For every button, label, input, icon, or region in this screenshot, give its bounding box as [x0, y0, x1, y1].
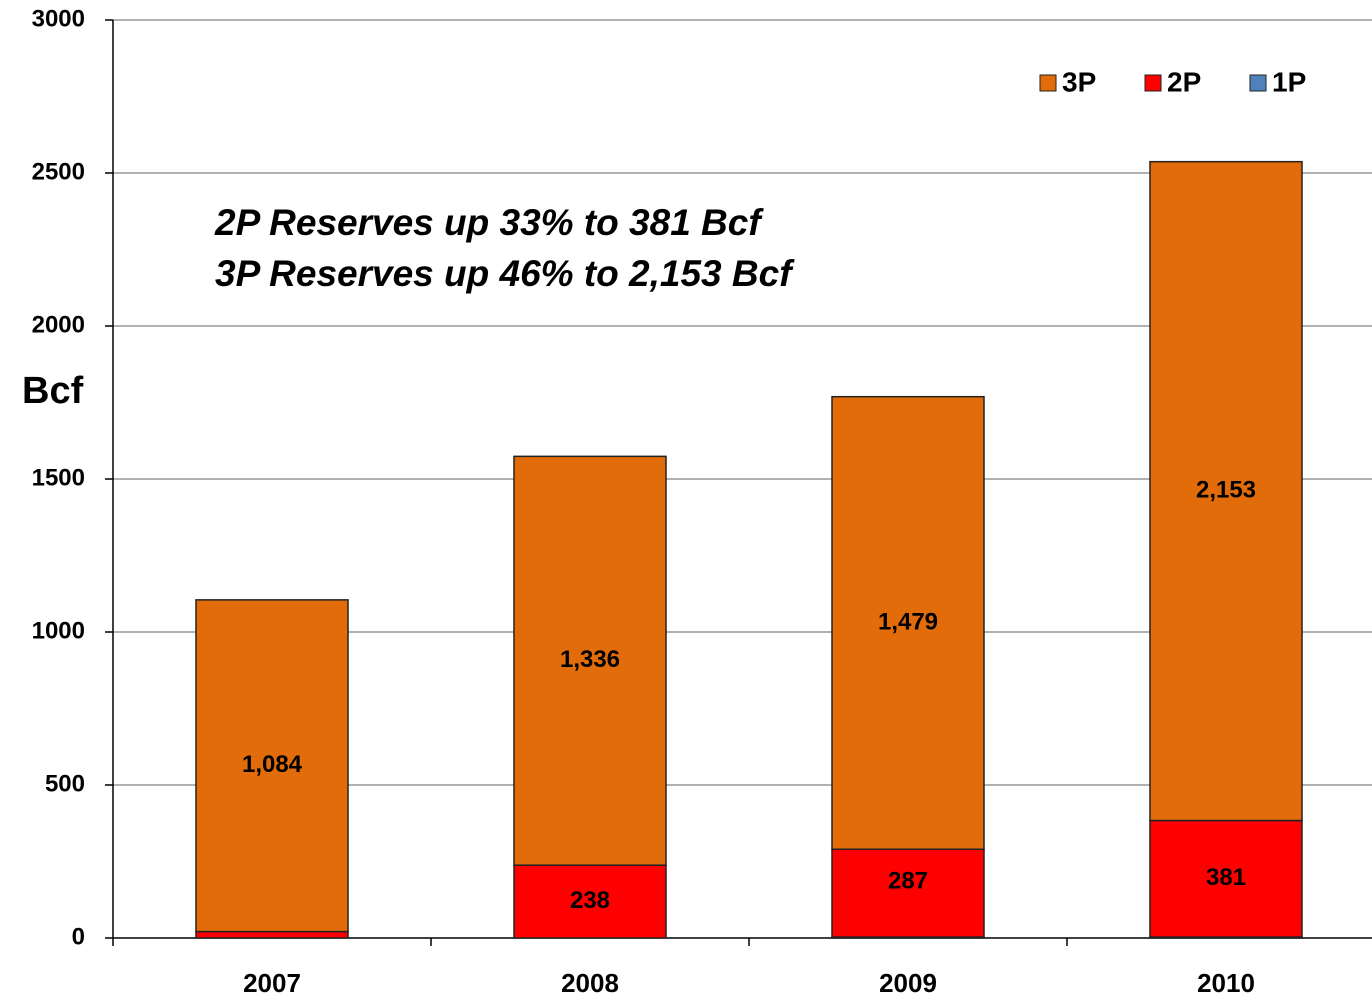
legend-swatch	[1144, 74, 1162, 92]
bar-segment	[195, 599, 349, 933]
x-tick-label: 2007	[243, 968, 301, 998]
data-label: 287	[888, 867, 928, 894]
y-axis-label: Bcf	[22, 370, 84, 412]
data-label: 2,153	[1196, 476, 1256, 503]
legend-swatch	[1039, 74, 1057, 92]
y-tick-label: 2500	[32, 158, 85, 185]
bar-segment	[513, 864, 667, 939]
y-tick-label: 0	[72, 923, 85, 950]
annotation: 2P Reserves up 33% to 381 Bcf	[214, 202, 764, 243]
y-tick-label: 1500	[32, 464, 85, 491]
data-label: 238	[570, 887, 610, 914]
bar-segment	[831, 848, 985, 938]
legend-label: 1P	[1272, 66, 1306, 97]
y-tick-label: 3000	[32, 5, 85, 32]
bar-segment	[1149, 819, 1303, 938]
x-tick-label: 2008	[561, 968, 619, 998]
legend-label: 2P	[1167, 66, 1201, 97]
y-tick-label: 500	[45, 770, 85, 797]
y-tick-label: 2000	[32, 311, 85, 338]
bar-segment	[831, 395, 985, 851]
data-label: 1,479	[878, 608, 938, 635]
data-label: 1,084	[242, 751, 303, 778]
data-label: 381	[1206, 864, 1246, 891]
data-label: 1,336	[560, 646, 620, 673]
bar-segment	[1149, 160, 1303, 822]
bar-segment	[195, 930, 349, 939]
bar-segment	[513, 455, 667, 866]
legend-label: 3P	[1062, 66, 1096, 97]
x-tick-label: 2009	[879, 968, 937, 998]
legend-swatch	[1249, 74, 1267, 92]
x-tick-label: 2010	[1197, 968, 1255, 998]
y-tick-label: 1000	[32, 617, 85, 644]
annotation: 3P Reserves up 46% to 2,153 Bcf	[215, 253, 795, 294]
